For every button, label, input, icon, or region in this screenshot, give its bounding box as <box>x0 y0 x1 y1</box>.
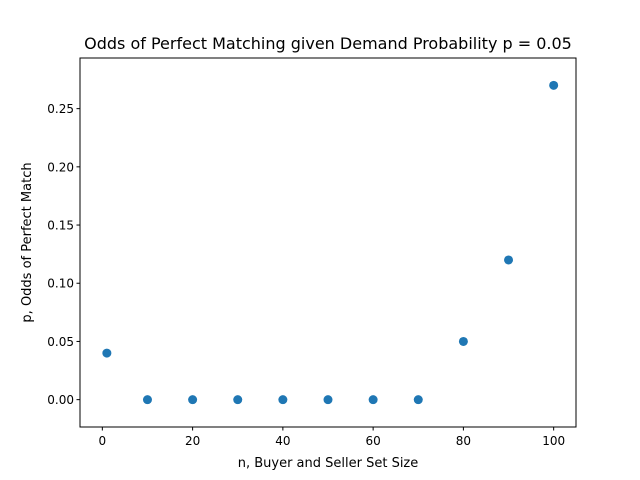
x-tick-label: 80 <box>456 434 471 448</box>
x-tick-label: 100 <box>542 434 565 448</box>
scatter-point <box>102 348 112 358</box>
y-tick-label: 0.10 <box>47 277 74 291</box>
x-tick-label: 40 <box>275 434 290 448</box>
x-tick-label: 20 <box>185 434 200 448</box>
y-tick-label: 0.15 <box>47 219 74 233</box>
scatter-point <box>323 395 333 405</box>
scatter-point <box>368 395 378 405</box>
scatter-point <box>413 395 423 405</box>
chart-title: Odds of Perfect Matching given Demand Pr… <box>84 34 572 53</box>
scatter-point <box>504 255 514 265</box>
y-tick-label: 0.00 <box>47 393 74 407</box>
y-tick-label: 0.05 <box>47 335 74 349</box>
x-tick-label: 60 <box>365 434 380 448</box>
axes-frame <box>79 57 577 428</box>
y-tick-label: 0.25 <box>47 102 74 116</box>
scatter-point <box>458 336 468 346</box>
scatter-point <box>549 80 559 90</box>
scatter-point <box>188 395 198 405</box>
y-tick-label: 0.20 <box>47 160 74 174</box>
scatter-point <box>233 395 243 405</box>
x-axis-label: n, Buyer and Seller Set Size <box>238 456 419 471</box>
x-tick-label: 0 <box>99 434 107 448</box>
scatter-point <box>142 395 152 405</box>
data-points <box>102 80 559 405</box>
x-axis-ticks: 0 20 40 60 80 100 <box>99 427 565 448</box>
scatter-point <box>278 395 288 405</box>
y-axis-label: p, Odds of Perfect Match <box>20 162 35 322</box>
y-axis-ticks: 0.00 0.05 0.10 0.15 0.20 0.25 <box>47 102 80 407</box>
